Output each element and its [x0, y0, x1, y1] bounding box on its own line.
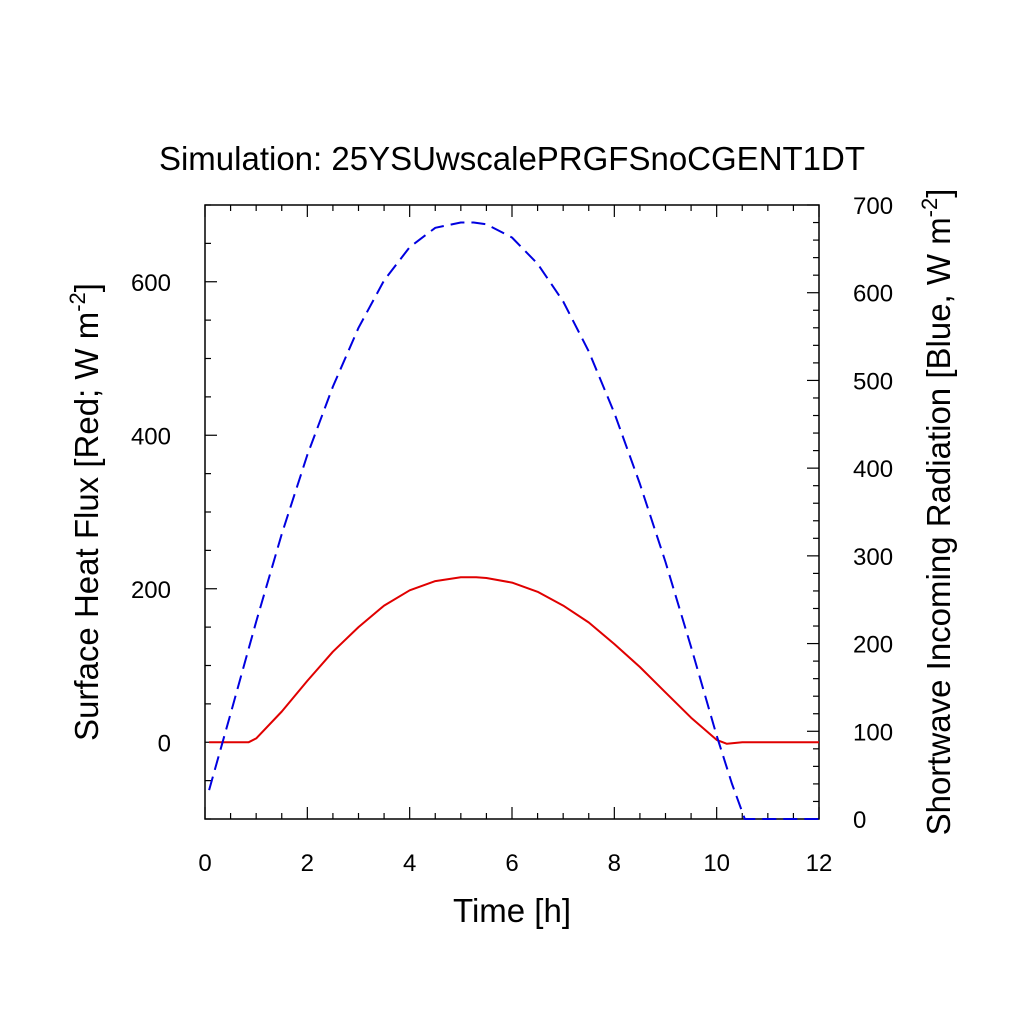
- y-right-tick-label: 200: [853, 632, 893, 659]
- y-right-label-text: Shortwave Incoming Radiation [Blue, W m: [920, 217, 957, 835]
- y-right-label-superscript: -2: [917, 198, 942, 218]
- series-layer: [208, 221, 819, 820]
- y-axis-label-left: Surface Heat Flux [Red; W m-2]: [65, 283, 105, 741]
- y-left-tick-label: 600: [131, 270, 171, 297]
- series-line-2: [208, 221, 819, 820]
- y-left-tick-label: 0: [158, 730, 171, 757]
- x-tick-label: 2: [301, 850, 314, 877]
- y-axis-label-right: Shortwave Incoming Radiation [Blue, W m-…: [917, 189, 957, 836]
- y-right-tick-label: 600: [853, 281, 893, 308]
- chart-title: Simulation: 25YSUwscalePRGFSnoCGENT1DT: [159, 140, 865, 177]
- y-right-tick-label: 700: [853, 193, 893, 220]
- y-right-tick-label: 0: [853, 807, 866, 834]
- tick-marks: [204, 204, 820, 820]
- y-right-tick-label: 100: [853, 719, 893, 746]
- x-tick-label: 4: [403, 850, 416, 877]
- y-right-label-close: ]: [920, 189, 957, 198]
- x-tick-label: 12: [806, 850, 833, 877]
- series-line-1: [209, 576, 819, 745]
- tick-labels: 0 2 4 6 8 10 12 0 200 400 600 0 100 200 300 400 500 600 70…: [131, 193, 893, 877]
- x-axis-label: Time [h]: [453, 892, 571, 929]
- y-left-label-close: ]: [68, 283, 105, 292]
- x-tick-label: 6: [505, 850, 518, 877]
- y-right-tick-label: 400: [853, 456, 893, 483]
- y-right-tick-label: 500: [853, 368, 893, 395]
- y-left-label-superscript: -2: [65, 292, 90, 312]
- y-left-label-text: Surface Heat Flux [Red; W m: [68, 312, 105, 741]
- x-tick-label: 10: [703, 850, 730, 877]
- y-left-tick-label: 400: [131, 423, 171, 450]
- x-tick-label: 8: [608, 850, 621, 877]
- x-tick-label: 0: [198, 850, 211, 877]
- plot-frame: [204, 204, 820, 820]
- y-left-tick-label: 200: [131, 577, 171, 604]
- y-right-tick-label: 300: [853, 544, 893, 571]
